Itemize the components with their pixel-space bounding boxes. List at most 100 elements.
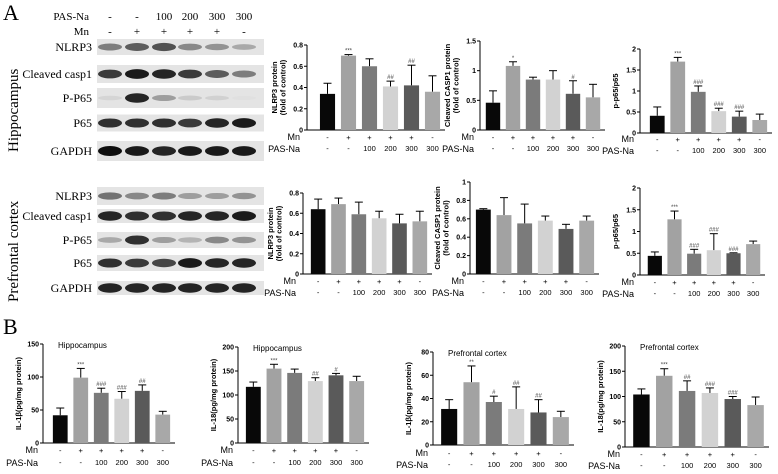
significance-label: ## — [684, 375, 691, 381]
mn-value: + — [334, 446, 339, 455]
bar — [382, 86, 399, 130]
pas-value: 300 — [405, 144, 418, 153]
blot-band — [205, 118, 229, 128]
significance-label: *** — [77, 362, 85, 368]
pas-value: - — [512, 144, 515, 153]
blot-band — [232, 146, 256, 156]
pas-value: 100 — [688, 289, 701, 298]
significance-label: # — [571, 75, 575, 81]
blot-band — [125, 283, 149, 293]
pas-value: 300 — [555, 460, 568, 469]
y-tick-label: 200 — [222, 345, 234, 352]
blot-mn-value: + — [187, 26, 193, 38]
y-tick-label: 0.5 — [466, 98, 476, 105]
mn-value: + — [377, 277, 382, 286]
significance-label: *** — [674, 51, 682, 57]
mn-row-label: Mn — [283, 276, 296, 286]
blot-band — [205, 283, 229, 293]
mn-value: + — [662, 450, 667, 459]
pas-value: 300 — [726, 461, 739, 470]
bar — [525, 79, 541, 130]
blot-row-label: Cleaved casp1 — [22, 67, 92, 81]
pas-row-label: PAS-Na — [602, 289, 634, 299]
blot-band — [205, 192, 229, 200]
pas-value: - — [656, 146, 659, 155]
bar — [403, 85, 420, 130]
region-label-hippocampus: Hippocampus — [6, 69, 22, 152]
bar — [266, 368, 282, 443]
y-tick-label: 0.2 — [456, 253, 466, 260]
blot-band — [125, 211, 149, 221]
pas-value: 100 — [488, 460, 501, 469]
y-tick-label: 0.5 — [626, 251, 636, 258]
panel-label-b: B — [3, 314, 18, 339]
blot-row-label: P65 — [73, 256, 92, 270]
significance-label: ### — [728, 391, 739, 397]
pas-row-label: PAS-Na — [268, 144, 300, 154]
pas-value: - — [470, 460, 473, 469]
mn-value: + — [676, 135, 681, 144]
blot-band — [232, 211, 256, 221]
blot-band — [152, 69, 176, 79]
chart-title: Hippocampus — [58, 341, 107, 350]
bar — [134, 390, 150, 443]
mn-value: - — [355, 446, 358, 455]
pas-row-label: PAS-Na — [396, 460, 428, 470]
significance-label: ** — [469, 360, 474, 366]
significance-label: ### — [117, 386, 128, 392]
y-axis-label: IL-1β(pg/mg protein) — [14, 357, 23, 430]
mn-value: + — [367, 133, 372, 142]
bar — [331, 204, 346, 274]
bar — [307, 381, 323, 443]
bar — [328, 375, 344, 443]
pas-value: 100 — [363, 144, 376, 153]
pas-value: - — [80, 458, 83, 467]
blot-band — [205, 146, 229, 156]
y-axis-label: p-p65/p65 — [611, 73, 620, 108]
pas-value: 300 — [426, 144, 439, 153]
bar — [558, 228, 574, 274]
bar — [287, 372, 303, 443]
blot-band — [98, 95, 122, 101]
blot-row-label: P65 — [73, 116, 92, 130]
blot-band — [178, 69, 202, 79]
y-tick-label: 40 — [421, 396, 429, 403]
chart-b-hip-il18: 0 50 100 150 200 IL-18(pg/mg protein) Hippocam… — [201, 344, 369, 468]
mn-value: - — [482, 277, 485, 286]
bar — [496, 215, 512, 274]
blot-band — [98, 211, 122, 221]
blot-row-label: GAPDH — [51, 144, 93, 158]
y-tick-label: 0 — [35, 441, 39, 448]
blot-band — [232, 283, 256, 293]
mn-value: + — [120, 446, 125, 455]
pas-value: 300 — [136, 458, 149, 467]
y-tick-label: 0 — [299, 128, 303, 135]
y-tick-label: 0.4 — [293, 85, 303, 92]
pas-value: 300 — [567, 144, 580, 153]
blot-header-mn-label: Mn — [74, 26, 90, 38]
mn-row-label: Mn — [607, 449, 620, 459]
significance-label: ### — [734, 105, 745, 111]
mn-value: - — [654, 278, 657, 287]
mn-value: + — [672, 278, 677, 287]
y-axis-label: IL-18(pg/mg protein) — [209, 358, 218, 431]
y-axis-label-line: Cleaved CASP1 protein — [443, 43, 452, 127]
blot-band — [98, 192, 122, 200]
blot-band — [98, 69, 122, 79]
y-tick-label: 0.6 — [289, 211, 299, 218]
blot-band — [232, 258, 256, 268]
pas-value: 300 — [560, 288, 573, 297]
bar — [52, 415, 68, 443]
bar — [351, 214, 367, 274]
mn-value: + — [712, 278, 717, 287]
blot-pas-value: 300 — [236, 11, 253, 23]
panel-label-a: A — [3, 0, 19, 25]
significance-label: *** — [671, 205, 679, 211]
bar — [552, 417, 569, 445]
bar — [747, 405, 764, 447]
blot-band — [178, 283, 202, 293]
blot-band — [152, 192, 176, 200]
y-tick-label: 80 — [421, 350, 429, 357]
mn-value: + — [571, 133, 576, 142]
